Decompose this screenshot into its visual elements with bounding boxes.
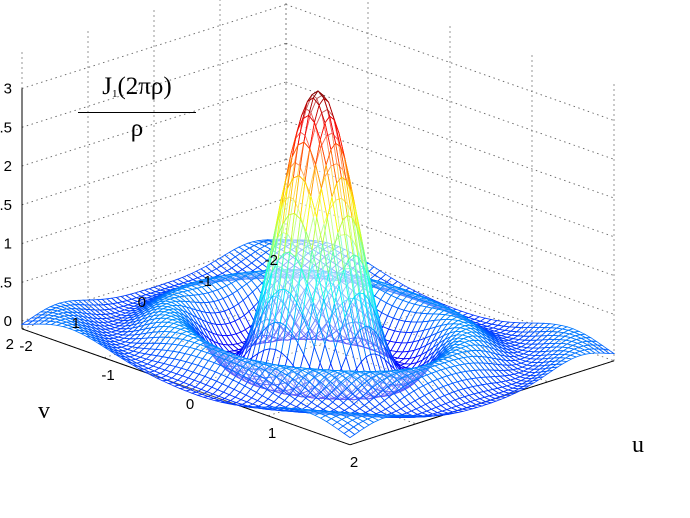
x-tick-label: -2	[19, 338, 32, 355]
z-tick-label: 1	[4, 236, 12, 253]
x-tick-label: -1	[101, 367, 114, 384]
z-tick-label: 2.5	[0, 119, 12, 136]
grid-line	[21, 4, 287, 89]
z-tick-label: 1.5	[0, 197, 12, 214]
grid-line	[21, 244, 287, 330]
x-axis-label: u	[632, 432, 644, 458]
y-tick-label: -1	[199, 273, 212, 290]
x-tick-label: 0	[186, 396, 194, 413]
grid-line	[21, 81, 287, 167]
y-tick-label: 0	[138, 294, 146, 311]
z-label-denominator: ρ	[130, 115, 144, 142]
surface-mesh	[20, 90, 616, 439]
grid-line	[21, 42, 287, 128]
grid-line	[21, 197, 287, 283]
x-tick-label: 1	[268, 425, 276, 442]
grid-line	[21, 120, 287, 206]
x-tick-label: 2	[350, 454, 358, 471]
z-tick-label: 0	[4, 313, 12, 330]
z-tick-label: 3	[4, 81, 12, 98]
y-axis-label: v	[38, 398, 50, 424]
y-tick-label: -2	[265, 252, 278, 269]
grid-line	[21, 159, 287, 244]
z-tick-label: 0.5	[0, 274, 12, 291]
z-label-numerator: J1(2πρ)	[78, 72, 196, 113]
grid-line	[21, 236, 287, 322]
z-axis-label: J1(2πρ) ρ	[78, 72, 196, 145]
y-tick-label: 2	[6, 336, 14, 353]
y-tick-label: 1	[72, 315, 80, 332]
z-tick-label: 2	[4, 158, 12, 175]
